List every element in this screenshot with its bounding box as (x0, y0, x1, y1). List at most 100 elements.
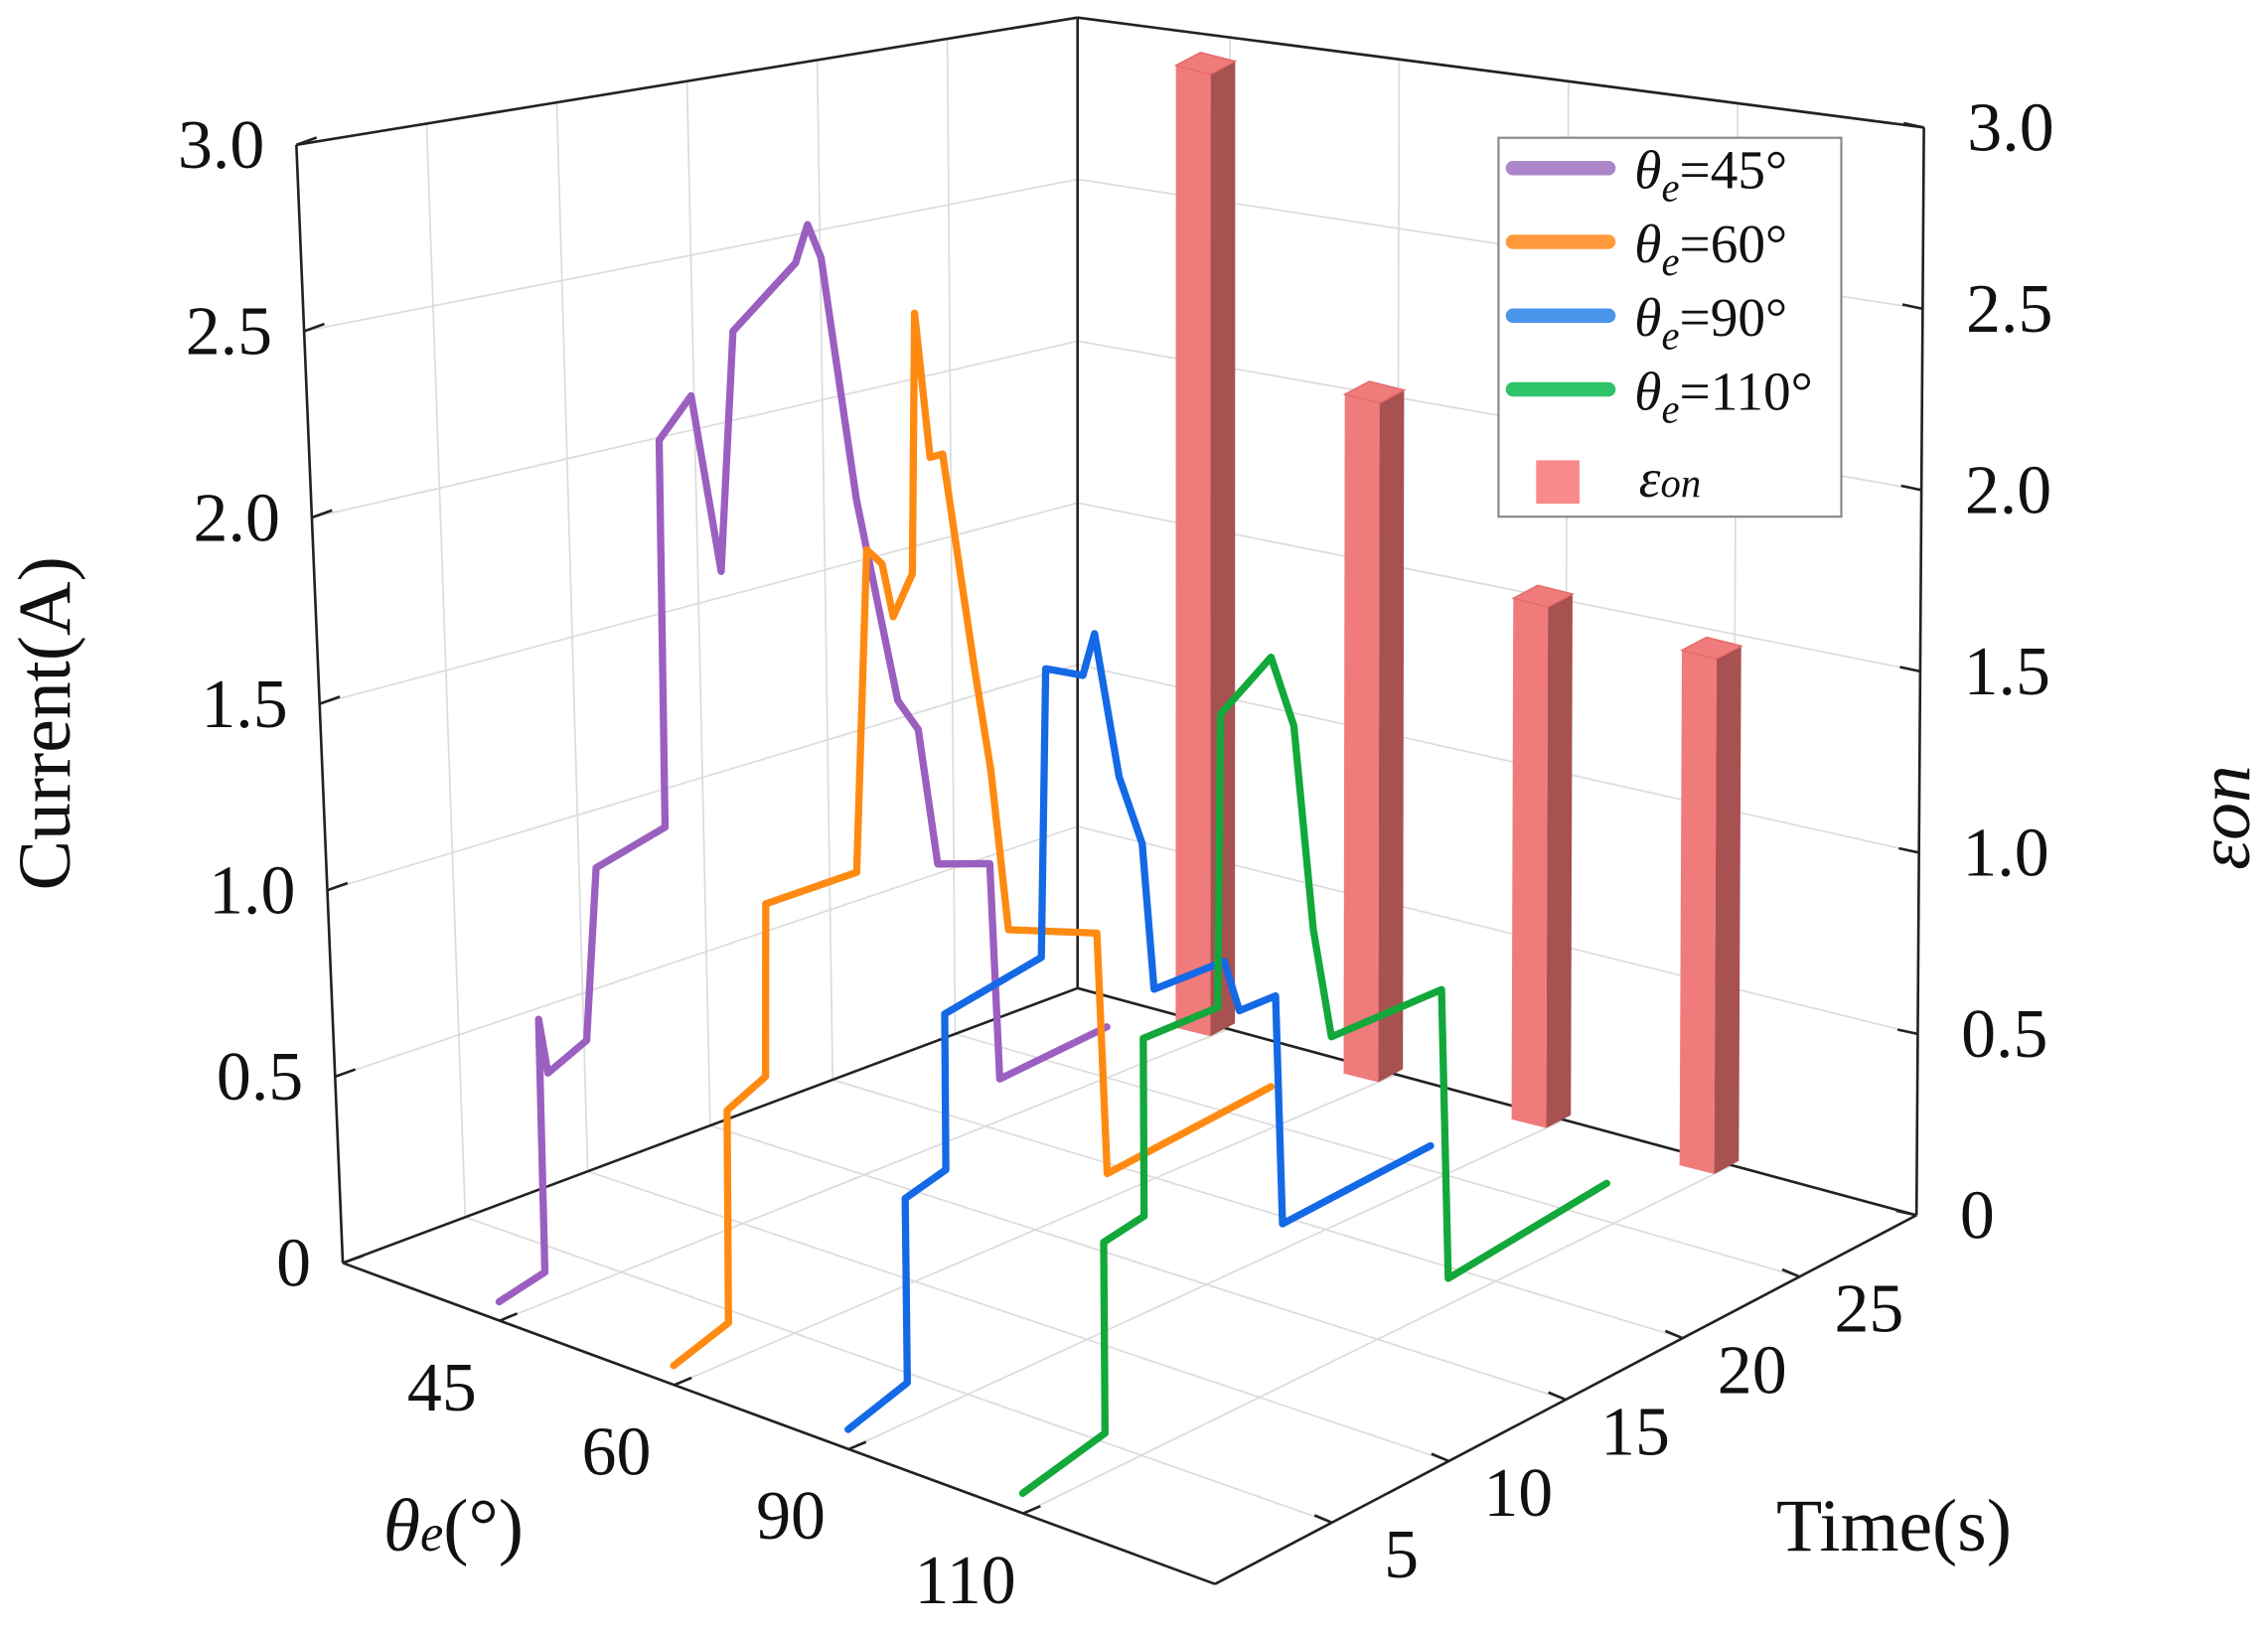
z-tick-label: 1.5 (201, 667, 287, 743)
z2-tick-label: 2.5 (1966, 271, 2052, 348)
z-axis-title: Current(A) (4, 556, 86, 890)
time-axis-title: Time(s) (1776, 1485, 2012, 1567)
z-tick-mark (311, 509, 333, 520)
z2-tick-label: 0 (1960, 1178, 1995, 1255)
z-tick-label: 2.5 (186, 294, 272, 371)
z2-tick-label: 3.0 (1967, 90, 2053, 167)
z2-tick-label: 1.5 (1964, 634, 2050, 710)
gridline-floor-time (709, 1124, 1567, 1401)
z2-tick-mark (1895, 1209, 1917, 1217)
z2-tick-mark (1900, 484, 1922, 492)
z-tick-label: 2.0 (194, 480, 280, 556)
legend-label-eon: εon (1639, 448, 1702, 509)
z2-tick-mark (1901, 303, 1923, 311)
gridline-left-wall-current (335, 825, 1078, 1078)
gridline-floor-time (832, 1079, 1684, 1339)
eon-bar-top (1173, 52, 1238, 75)
legend-box (1497, 136, 1843, 519)
axis-line (342, 1262, 1216, 1585)
z-tick-label: 1.0 (209, 853, 295, 930)
eon-bar-top (1680, 636, 1743, 661)
z2-tick-label: 0.5 (1961, 996, 2047, 1073)
eon-bar-top (1342, 380, 1407, 404)
z-tick-mark (342, 1254, 364, 1264)
eon-bar (1511, 584, 1575, 1128)
z-tick-mark (334, 1068, 357, 1079)
series-line-110 (1018, 653, 1610, 1498)
theta-tick-label: 110 (915, 1543, 1016, 1619)
eon-bar-side (1546, 594, 1573, 1128)
eon-bar-front (1511, 598, 1549, 1128)
time-tick-label: 10 (1483, 1455, 1553, 1532)
z2-axis-title: εon (2184, 765, 2266, 870)
gridline-floor-time (465, 1216, 1333, 1524)
time-tick-label: 15 (1600, 1394, 1670, 1470)
axis-line (1077, 16, 1924, 129)
series-line-60 (670, 309, 1276, 1370)
theta-tick-mark (1022, 1505, 1041, 1515)
gridline-floor-time (955, 1033, 1800, 1278)
theta-tick-label: 90 (756, 1478, 826, 1555)
theta-subscript: e (420, 1505, 443, 1562)
z-tick-mark (295, 136, 318, 147)
theta-tick-mark (674, 1376, 692, 1387)
theta-axis-title: θe(°) (383, 1485, 524, 1567)
z2-tick-mark (1899, 666, 1921, 673)
theta-tick-label: 45 (407, 1350, 477, 1426)
eon-bar-side (1378, 389, 1405, 1083)
series-line-90 (844, 630, 1435, 1433)
theta-symbol: θ (383, 1485, 420, 1567)
legend: θe=45°θe=60°θe=90°θe=110° εon (1497, 136, 1843, 519)
z2-tick-mark (1896, 1028, 1918, 1036)
eon-bar-side (1210, 61, 1236, 1037)
theta-tick-mark (499, 1312, 519, 1322)
z-tick-mark (319, 695, 341, 705)
time-tick-mark (1548, 1391, 1567, 1402)
time-tick-label: 25 (1834, 1271, 1903, 1348)
legend-label-110: θe=110° (1634, 361, 1812, 431)
z-tick-mark (327, 881, 349, 892)
series-line-45 (495, 221, 1111, 1306)
eon-bar (1342, 380, 1407, 1083)
gridline-floor-theta (499, 1028, 1230, 1322)
eon-bar (1679, 636, 1743, 1174)
axes (295, 16, 1925, 1585)
z-tick-mark (303, 322, 325, 333)
z2-tick-mark (1898, 846, 1919, 854)
time-tick-label: 20 (1718, 1332, 1787, 1409)
eon-bar-front (1343, 394, 1380, 1083)
eon-bar-top (1511, 584, 1575, 608)
theta-tick-label: 60 (582, 1414, 652, 1491)
eon-bar (1173, 52, 1238, 1037)
theta-unit: (°) (443, 1485, 524, 1567)
eon-bar-front (1175, 65, 1211, 1037)
z-tick-label: 3.0 (178, 107, 264, 184)
z-tick-label: 0.5 (217, 1039, 303, 1115)
theta-tick-mark (847, 1440, 867, 1451)
z2-tick-label: 1.0 (1962, 816, 2048, 892)
z2-tick-label: 2.0 (1965, 453, 2051, 529)
time-tick-mark (1313, 1514, 1333, 1525)
gridline-floor-theta (1022, 1164, 1733, 1515)
gridline-floor-time (587, 1170, 1449, 1462)
time-tick-mark (1664, 1329, 1684, 1340)
gridline-left-wall-current (327, 664, 1078, 892)
legend-label-60: θe=60° (1634, 214, 1787, 284)
legend-label-45: θe=45° (1634, 140, 1787, 211)
gridline-floor-theta (847, 1118, 1565, 1450)
tick-labels: 0 0 0.5 0.5 1.0 1.0 1.5 1.5 2.0 2.0 2.5 2.5 3.0 3.0 45… (178, 90, 2054, 1619)
axis-line (296, 16, 1078, 147)
time-tick-label: 5 (1384, 1517, 1419, 1593)
eon-bar-front (1679, 650, 1717, 1174)
legend-label-90: θe=90° (1634, 287, 1787, 358)
gridline-floor-theta (674, 1073, 1397, 1387)
z2-tick-mark (1902, 121, 1924, 129)
eon-bar-side (1714, 646, 1741, 1174)
gridline-left-wall-current (303, 178, 1078, 333)
time-tick-mark (1431, 1452, 1449, 1463)
series-lines (495, 221, 1610, 1498)
legend-swatch-eon (1536, 460, 1580, 505)
z-tick-label: 0 (276, 1226, 311, 1302)
time-tick-mark (1781, 1267, 1801, 1278)
axis-line (342, 986, 1079, 1264)
